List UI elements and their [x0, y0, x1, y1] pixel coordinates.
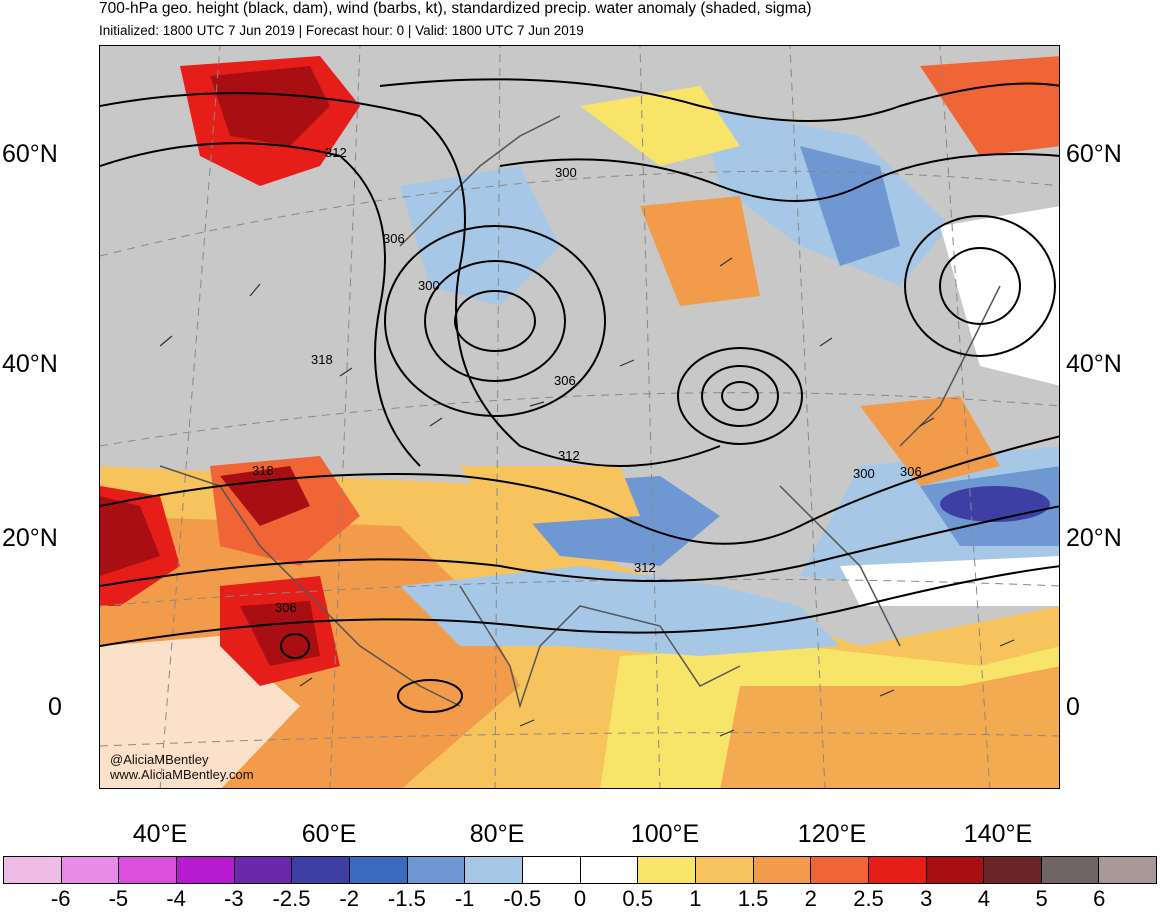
lat-label-left: 60°N: [2, 140, 58, 168]
colorbar-box: [811, 857, 869, 883]
colorbar-box: [119, 857, 177, 883]
colorbar-box: [465, 857, 523, 883]
map-subtitle: Initialized: 1800 UTC 7 Jun 2019 | Forec…: [99, 23, 584, 38]
lat-label-left: 0: [48, 693, 62, 721]
colorbar-tick-label: -4: [166, 886, 186, 911]
contour-label: 306: [554, 373, 576, 388]
colorbar-box: [349, 857, 408, 883]
colorbar-box: [695, 857, 754, 883]
colorbar-tick-label: -6: [50, 886, 71, 911]
colorbar-tick-label: 5: [1035, 886, 1048, 911]
contour-label: 318: [252, 463, 274, 478]
colorbar-tick-label: 0.5: [622, 886, 653, 911]
lon-label: 120°E: [797, 820, 867, 848]
lat-label-left: 20°N: [2, 524, 58, 552]
colorbar-box: [580, 857, 639, 883]
lon-label: 140°E: [963, 820, 1033, 848]
colorbar-tick-label: -2.5: [272, 886, 311, 911]
contour-label: 312: [325, 145, 347, 160]
credit-website: www.AliciaMBentley.com: [110, 767, 254, 782]
contour-label: 306: [383, 231, 405, 246]
lat-label-right: 40°N: [1066, 350, 1122, 378]
colorbar-box: [292, 857, 350, 883]
colorbar-tick-label: -1: [454, 886, 475, 911]
colorbar-tick-label: 0: [573, 886, 587, 911]
lat-label-right: 20°N: [1066, 524, 1122, 552]
lon-label: 100°E: [630, 820, 700, 848]
colorbar-tick-label: -1.5: [387, 886, 426, 911]
colorbar-box: [984, 857, 1042, 883]
colorbar: [3, 856, 1157, 884]
colorbar-tick-label: 6: [1093, 886, 1106, 911]
colorbar-tick-label: 4: [977, 886, 991, 911]
colorbar-tick-label: -2: [339, 886, 359, 911]
colorbar-tick-label: -3: [224, 886, 244, 911]
colorbar-box: [638, 857, 696, 883]
colorbar-box: [407, 857, 466, 883]
colorbar-tick-label: -0.5: [503, 886, 542, 911]
coastlines: [159, 115, 1001, 709]
colorbar-box: [753, 857, 812, 883]
colorbar-box: [868, 857, 927, 883]
lon-label: 40°E: [132, 820, 188, 848]
credit-handle: @AliciaMBentley: [110, 752, 209, 767]
lon-label: 80°E: [469, 820, 525, 848]
contour-label: 306: [275, 600, 297, 615]
contour-label: 300: [555, 165, 577, 180]
contour-label: 300: [418, 278, 440, 293]
colorbar-box: [176, 857, 235, 883]
colorbar-tick-label: -5: [108, 886, 129, 911]
colorbar-box: [1041, 857, 1100, 883]
contour-label: 306: [900, 464, 922, 479]
height-contours: [100, 78, 1059, 713]
colorbar-box: [4, 857, 62, 883]
colorbar-tick-label: 3: [920, 886, 933, 911]
lat-label-right: 0: [1066, 693, 1080, 721]
colorbar-tick-label: 2.5: [853, 886, 884, 911]
map-panel: 312 306 300 318 300 306 312 318 312 306 …: [99, 45, 1060, 789]
colorbar-tick-label: 2: [804, 886, 817, 911]
contour-label: 312: [634, 560, 656, 575]
colorbar-box: [1099, 857, 1157, 883]
colorbar-tick-label: 1: [689, 886, 702, 911]
colorbar-box: [522, 857, 581, 883]
colorbar-box: [61, 857, 120, 883]
colorbar-box: [926, 857, 985, 883]
lon-label: 60°E: [301, 820, 357, 848]
colorbar-tick-label: 1.5: [737, 886, 769, 911]
map-canvas: 312 306 300 318 300 306 312 318 312 306 …: [100, 46, 1059, 788]
lat-label-right: 60°N: [1066, 140, 1122, 168]
contour-label: 318: [311, 352, 333, 367]
wind-barbs: [159, 257, 1015, 737]
map-title: 700-hPa geo. height (black, dam), wind (…: [99, 0, 812, 17]
lat-label-left: 40°N: [2, 350, 58, 378]
contour-label: 300: [853, 466, 875, 481]
contour-labels: 312 306 300 318 300 306 312 318 312 306 …: [252, 145, 922, 615]
colorbar-box: [234, 857, 293, 883]
contour-label: 312: [558, 448, 580, 463]
